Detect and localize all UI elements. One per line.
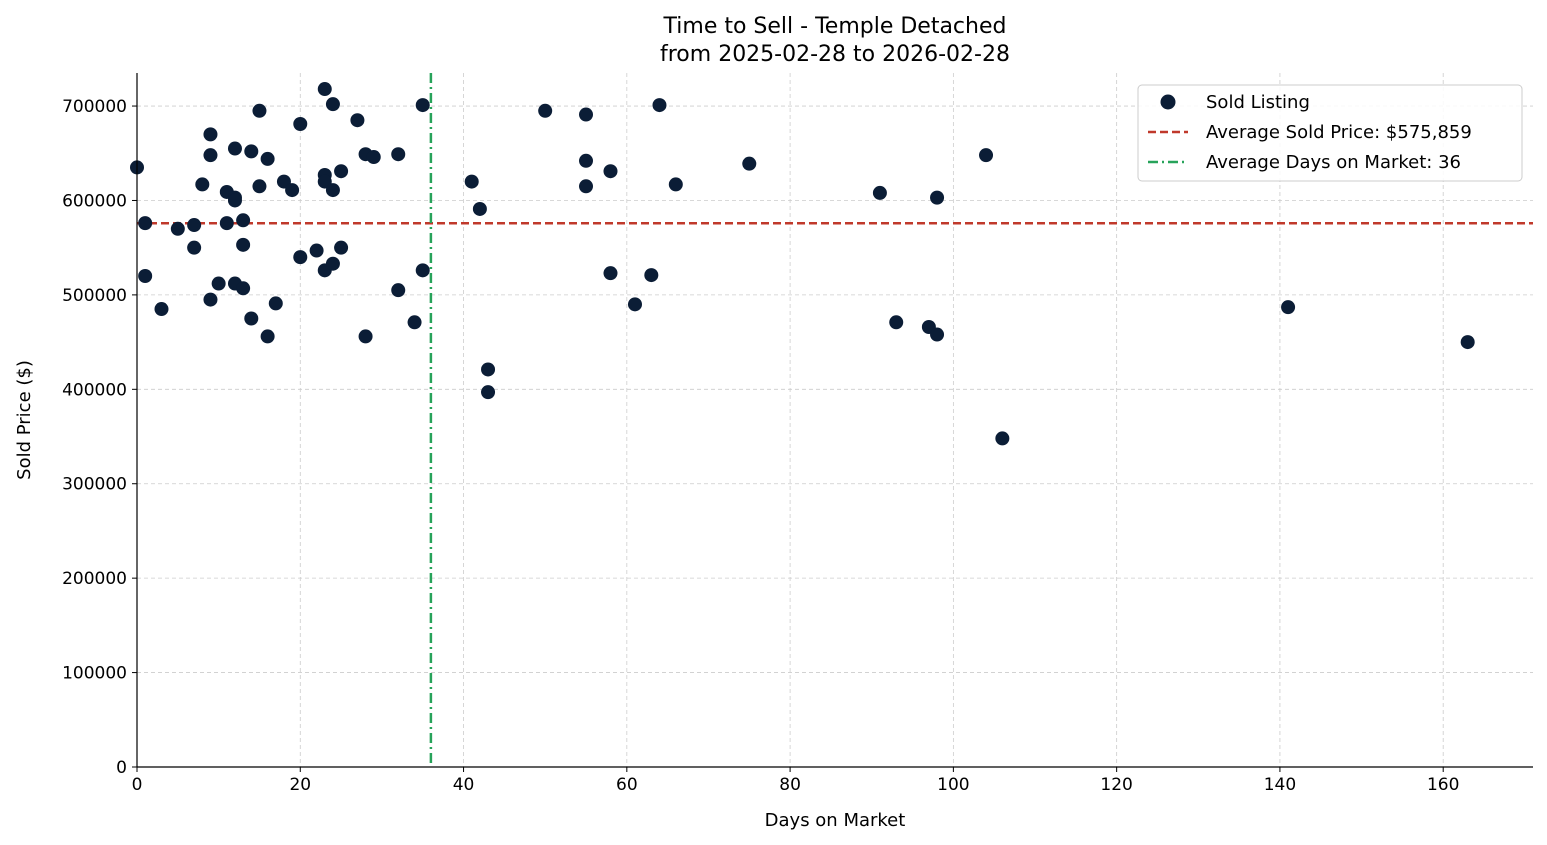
sold-listing-point	[244, 311, 259, 326]
sold-listing-point	[407, 315, 422, 330]
sold-listing-point	[652, 98, 667, 113]
y-tick-label: 400000	[62, 380, 127, 400]
sold-listing-point	[603, 164, 618, 179]
sold-listing-point	[236, 213, 251, 228]
x-tick-label: 160	[1427, 775, 1459, 795]
sold-listing-point	[252, 103, 267, 118]
legend-label-sold-listing: Sold Listing	[1206, 92, 1310, 113]
y-tick-label: 700000	[62, 97, 127, 117]
sold-listing-point	[285, 183, 300, 198]
y-tick-label: 500000	[62, 286, 127, 306]
x-tick-label: 0	[132, 775, 143, 795]
x-tick-label: 60	[616, 775, 638, 795]
sold-listing-point	[325, 97, 340, 112]
sold-listing-point	[742, 156, 757, 171]
sold-listing-point	[293, 116, 308, 131]
sold-listing-point	[1281, 300, 1296, 315]
sold-listing-point	[260, 329, 275, 344]
reference-lines	[137, 73, 1533, 767]
data-points	[130, 82, 1475, 446]
legend-label-average-price: Average Sold Price: $575,859	[1206, 122, 1472, 143]
sold-listing-point	[325, 256, 340, 271]
sold-listing-point	[358, 329, 373, 344]
y-tick-label: 0	[116, 758, 127, 778]
y-axis-title: Sold Price ($)	[14, 360, 35, 480]
x-tick-label: 140	[1264, 775, 1296, 795]
sold-listing-point	[252, 179, 267, 194]
legend: Sold Listing Average Sold Price: $575,85…	[1137, 84, 1523, 182]
sold-listing-point	[334, 164, 349, 179]
sold-listing-point	[627, 297, 642, 312]
sold-listing-point	[138, 216, 153, 231]
sold-listing-point	[366, 150, 381, 165]
sold-listing-point	[236, 237, 251, 252]
legend-label-average-days: Average Days on Market: 36	[1206, 152, 1461, 173]
x-tick-label: 100	[937, 775, 969, 795]
sold-listing-point	[415, 263, 430, 278]
sold-listing-point	[211, 276, 226, 291]
sold-listing-point	[268, 296, 283, 311]
x-tick-label: 20	[289, 775, 311, 795]
sold-listing-point	[170, 221, 185, 236]
sold-listing-point	[464, 174, 479, 189]
sold-listing-point	[930, 190, 945, 205]
sold-listing-point	[227, 193, 242, 208]
sold-listing-point	[644, 268, 659, 283]
sold-listing-point	[203, 148, 218, 163]
sold-listing-point	[325, 183, 340, 198]
y-tick-label: 600000	[62, 191, 127, 211]
sold-listing-point	[236, 281, 251, 296]
grid-lines	[136, 73, 1533, 768]
sold-listing-point	[195, 177, 210, 192]
sold-listing-point	[472, 201, 487, 216]
sold-listing-point	[979, 148, 994, 163]
chart-title: Time to Sell - Temple Detached	[663, 14, 1007, 39]
sold-listing-point	[260, 151, 275, 166]
sold-listing-point	[334, 240, 349, 255]
sold-listing-point	[995, 431, 1010, 446]
sold-listing-point	[1460, 335, 1475, 350]
axes	[136, 73, 1533, 768]
x-tick-label: 80	[779, 775, 801, 795]
sold-listing-point	[930, 327, 945, 342]
y-tick-label: 100000	[62, 664, 127, 684]
sold-listing-point	[579, 153, 594, 168]
sold-listing-point	[203, 292, 218, 307]
y-tick-label: 300000	[62, 475, 127, 495]
chart-subtitle: from 2025-02-28 to 2026-02-28	[660, 42, 1010, 67]
sold-listing-point	[481, 385, 496, 400]
sold-listing-point	[391, 283, 406, 298]
sold-listing-point	[579, 179, 594, 194]
sold-listing-point	[244, 144, 259, 159]
sold-listing-point	[187, 218, 202, 233]
sold-listing-point	[603, 266, 618, 281]
sold-listing-point	[391, 147, 406, 162]
sold-listing-point	[579, 107, 594, 122]
x-tick-label: 120	[1100, 775, 1132, 795]
tick-labels: 0 20 40 60 80 100 120 140 160 0 100000 200000 300000…	[62, 97, 1459, 795]
x-axis-title: Days on Market	[765, 810, 906, 831]
sold-listing-point	[203, 127, 218, 142]
sold-listing-point	[668, 177, 683, 192]
sold-listing-point	[889, 315, 904, 330]
sold-listing-point	[138, 269, 153, 284]
sold-listing-point	[350, 113, 365, 128]
y-tick-label: 200000	[62, 569, 127, 589]
x-tick-label: 40	[453, 775, 475, 795]
sold-listing-point	[415, 98, 430, 113]
sold-listing-point	[309, 243, 324, 258]
sold-listing-point	[872, 185, 887, 200]
sold-listing-point	[227, 141, 242, 156]
legend-marker-sold-listing	[1160, 94, 1176, 110]
sold-listing-point	[481, 362, 496, 377]
sold-listing-point	[154, 302, 169, 317]
sold-listing-point	[187, 240, 202, 255]
sold-listing-point	[317, 82, 332, 97]
sold-listing-point	[219, 216, 234, 231]
legend-box	[1137, 84, 1523, 182]
sold-listing-point	[293, 250, 308, 265]
sold-listing-point	[538, 103, 553, 118]
